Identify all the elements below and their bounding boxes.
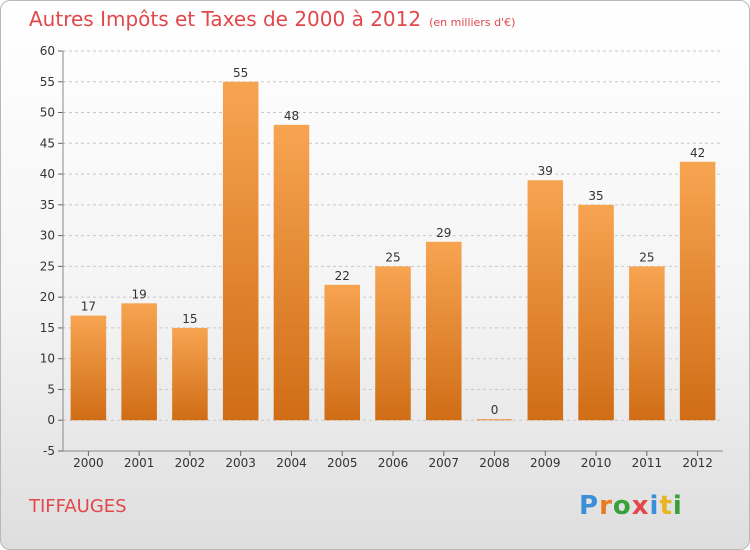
bar	[172, 327, 208, 421]
y-tick-label: -5	[43, 444, 55, 458]
y-tick-label: 40	[40, 167, 55, 181]
x-tick-label: 2006	[378, 456, 409, 470]
bar	[679, 161, 716, 421]
logo-letter: i	[649, 491, 660, 521]
y-tick-label: 55	[40, 75, 55, 89]
logo-letter: o	[612, 491, 632, 521]
bar	[273, 124, 310, 421]
proxiti-logo[interactable]: Proxiti	[579, 491, 683, 521]
y-tick-label: 5	[47, 382, 55, 396]
bar	[527, 180, 564, 421]
x-tick-label: 2000	[73, 456, 104, 470]
bar-value-label: 22	[335, 269, 350, 283]
bar	[578, 204, 614, 421]
bar-value-label: 48	[284, 109, 299, 123]
y-tick-label: 50	[40, 106, 55, 120]
bar-value-label: 35	[588, 189, 603, 203]
y-tick-label: 15	[40, 321, 55, 335]
y-tick-label: 35	[40, 198, 55, 212]
y-tick-label: 0	[47, 413, 55, 427]
commune-name: TIFFAUGES	[29, 496, 127, 517]
bar-value-label: 25	[639, 250, 654, 264]
data-labels: 17 19 15 55 48 22 25 29 0 39 35 25 42	[81, 66, 706, 417]
chart-title: Autres Impôts et Taxes de 2000 à 2012 (en…	[29, 7, 515, 31]
bar-value-label: 0	[491, 403, 499, 417]
x-tick-label: 2001	[124, 456, 155, 470]
y-tick-label: 20	[40, 290, 55, 304]
y-tick-label: 60	[40, 44, 55, 58]
x-tick-label: 2011	[632, 456, 663, 470]
bar-value-label: 39	[538, 164, 553, 178]
logo-letter: x	[631, 491, 650, 521]
x-tick-labels: 2000 2001 2002 2003 2004 2005 2006 2007 2008 2009…	[73, 451, 713, 470]
y-tick-label: 25	[40, 259, 55, 273]
x-tick-label: 2003	[225, 456, 256, 470]
x-tick-label: 2012	[682, 456, 713, 470]
bar	[476, 419, 513, 421]
x-tick-label: 2004	[276, 456, 307, 470]
x-tick-label: 2002	[175, 456, 206, 470]
logo-letter: t	[659, 491, 673, 521]
logo-letter: i	[672, 491, 683, 521]
bar	[324, 284, 360, 421]
y-tick-label: 30	[40, 229, 55, 243]
logo-letter: r	[599, 491, 613, 521]
bar-value-label: 15	[182, 312, 197, 326]
x-tick-label: 2010	[581, 456, 612, 470]
chart-title-main: Autres Impôts et Taxes de 2000 à 2012	[29, 7, 422, 31]
logo-letter: P	[579, 491, 600, 521]
bar-value-label: 29	[436, 226, 451, 240]
chart-title-unit: (en milliers d'€)	[429, 16, 516, 29]
bar	[375, 266, 411, 421]
bar	[70, 315, 107, 421]
y-tick-labels: -5 0 5 10 15 20 25 30 35 40 45 50 55 60	[40, 44, 55, 458]
bar-value-label: 25	[385, 250, 400, 264]
x-tick-label: 2008	[479, 456, 510, 470]
bars	[70, 81, 716, 421]
x-tick-label: 2009	[530, 456, 561, 470]
x-tick-label: 2007	[428, 456, 459, 470]
bar-value-label: 42	[690, 146, 705, 160]
y-tick-label: 10	[40, 352, 55, 366]
bar	[426, 241, 462, 421]
bar	[629, 266, 665, 421]
bar-value-label: 19	[132, 287, 147, 301]
bar	[121, 303, 157, 421]
bar-value-label: 55	[233, 66, 248, 80]
bar-value-label: 17	[81, 300, 96, 314]
bar	[222, 81, 259, 421]
y-tick-label: 45	[40, 136, 55, 150]
x-tick-label: 2005	[327, 456, 358, 470]
